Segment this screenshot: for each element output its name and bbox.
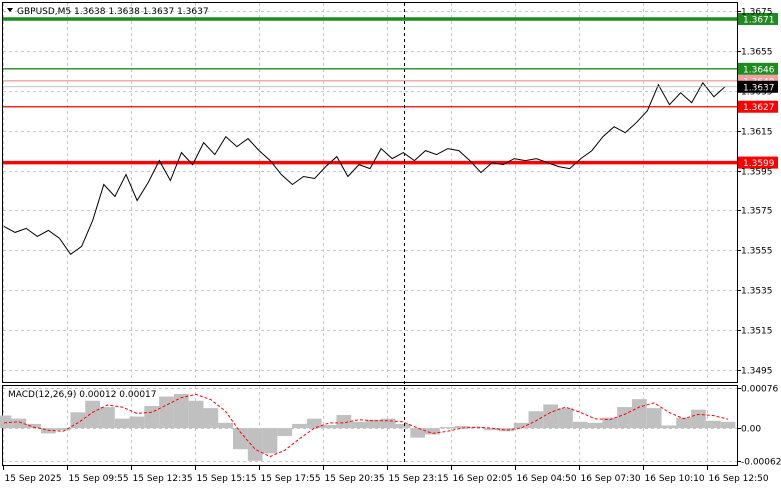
macd-histogram-bar: [336, 414, 352, 429]
macd-histogram-bar: [188, 400, 204, 429]
macd-histogram-bar: [0, 415, 12, 429]
macd-histogram-bar: [351, 421, 366, 429]
macd-histogram-bar: [395, 423, 411, 429]
macd-signal-line: [3, 393, 729, 458]
time-tick-label: 15 Sep 20:35: [325, 474, 385, 484]
macd-histogram-bar: [380, 418, 396, 429]
macd-histogram-bar: [203, 408, 219, 429]
time-tick-label: 15 Sep 09:55: [69, 474, 129, 484]
price-tick-label: 1.3515: [741, 327, 773, 337]
macd-histogram-bar: [617, 407, 632, 429]
time-tick-label: 15 Sep 17:55: [261, 474, 321, 484]
level-tag: [738, 12, 778, 25]
macd-histogram-bar: [218, 422, 234, 429]
level-tag-label: 1.3599: [743, 159, 775, 169]
price-tick-label: 1.3535: [741, 287, 773, 297]
price-tick-label: 1.3555: [741, 247, 773, 257]
macd-histogram-bar: [26, 423, 41, 429]
macd-histogram-bar: [114, 418, 130, 429]
macd-histogram-bar: [425, 428, 440, 435]
macd-histogram-bar: [484, 428, 499, 431]
macd-histogram-bar: [705, 420, 721, 429]
macd-histogram-bar: [262, 428, 278, 454]
macd-histogram-bar: [691, 409, 706, 429]
time-tick-label: 16 Sep 12:50: [709, 474, 769, 484]
macd-histogram-bar: [572, 421, 588, 429]
time-axis: 15 Sep 2025 15 Sep 09:55 15 Sep 12:35 15 Se…: [3, 466, 769, 484]
current-price-tag: [738, 80, 778, 93]
indicator-header: MACD(12,26,9) 0.00012 0.00017: [8, 390, 157, 400]
macd-histogram-bar: [528, 411, 544, 429]
macd-histogram-bar: [233, 428, 248, 450]
macd-histogram-bar: [144, 406, 160, 429]
macd-histogram-bar: [439, 427, 455, 429]
level-tag: [738, 62, 778, 75]
price-tick-label: 1.3595: [741, 168, 773, 178]
time-tick-label: 16 Sep 02:05: [453, 474, 513, 484]
macd-histogram-bar: [602, 417, 618, 429]
level-tag-label: 1.3671: [743, 15, 775, 25]
time-tick-label: 15 Sep 23:15: [389, 474, 449, 484]
macd-histogram-bar: [321, 424, 337, 429]
macd-histogram-bar: [661, 425, 677, 429]
level-tag: [738, 100, 778, 113]
macd-histogram-bar: [646, 408, 662, 429]
macd-histogram-bar: [676, 417, 692, 429]
price-series: 1.3637: [3, 80, 778, 256]
price-line: [3, 81, 726, 256]
macd-histogram-bar: [55, 428, 71, 431]
macd-histogram-bar: [720, 421, 736, 429]
level-tag-label: 1.3646: [743, 65, 775, 75]
macd-histogram-bar: [558, 408, 573, 429]
macd-histogram-bar: [543, 404, 559, 429]
macd-histogram-bar: [159, 396, 174, 429]
level-tag: [738, 156, 778, 169]
macd-histogram-bar: [129, 416, 145, 429]
macd-histogram-bar: [70, 412, 86, 429]
macd-histogram-bar: [85, 400, 101, 429]
time-tick-label: 16 Sep 07:30: [581, 474, 641, 484]
macd-indicator: [0, 393, 736, 461]
macd-histogram-bar: [306, 418, 322, 429]
time-tick-label: 16 Sep 04:50: [517, 474, 577, 484]
main-pane-frame: [2, 2, 738, 383]
macd-histogram-bar: [469, 427, 485, 429]
macd-histogram-bar: [410, 428, 426, 438]
indicator-tick-label: 0.00: [741, 425, 761, 435]
time-tick-label: 15 Sep 12:35: [133, 474, 193, 484]
price-axis: 1.3675 1.3655 1.3635 1.3615 1.3595 1.3575 1.35…: [737, 8, 773, 377]
indicator-tick-label: 0.00076: [741, 385, 778, 395]
macd-histogram-bar: [292, 423, 307, 429]
indicator-tick-label: -0.00062: [741, 458, 781, 468]
macd-histogram-bar: [173, 393, 189, 429]
dropdown-triangle-icon[interactable]: [7, 8, 13, 12]
macd-histogram-bar: [247, 428, 263, 461]
time-tick-label: 15 Sep 2025: [5, 474, 62, 484]
macd-histogram-bar: [100, 407, 115, 429]
macd-histogram-bar: [11, 418, 27, 429]
macd-histogram-bar: [366, 419, 381, 429]
time-tick-label: 15 Sep 15:15: [197, 474, 257, 484]
price-tick-label: 1.3635: [741, 88, 773, 98]
macd-histogram-bar: [498, 428, 514, 432]
macd-histogram-bar: [513, 422, 529, 429]
macd-histogram-bar: [277, 428, 293, 437]
macd-histogram-bar: [40, 428, 56, 434]
symbol-header: GBPUSD,M5 1.3638 1.3638 1.3637 1.3637: [17, 7, 209, 17]
price-tick-label: 1.3495: [741, 367, 773, 377]
price-tick-label: 1.3615: [741, 128, 773, 138]
macd-histogram-bar: [631, 399, 647, 429]
price-tick-label: 1.3575: [741, 207, 773, 217]
grid: [3, 3, 737, 465]
time-tick-label: 16 Sep 10:10: [645, 474, 705, 484]
price-tick-label: 1.3655: [741, 48, 773, 58]
macd-histogram-bar: [454, 426, 470, 429]
level-tag-label: 1.3627: [743, 103, 775, 113]
indicator-axis: 0.00076 0.00 -0.00062: [737, 385, 781, 468]
current-price-label: 1.3637: [743, 83, 775, 93]
price-tick-label: 1.3675: [741, 8, 773, 18]
macd-histogram-bar: [587, 422, 603, 429]
